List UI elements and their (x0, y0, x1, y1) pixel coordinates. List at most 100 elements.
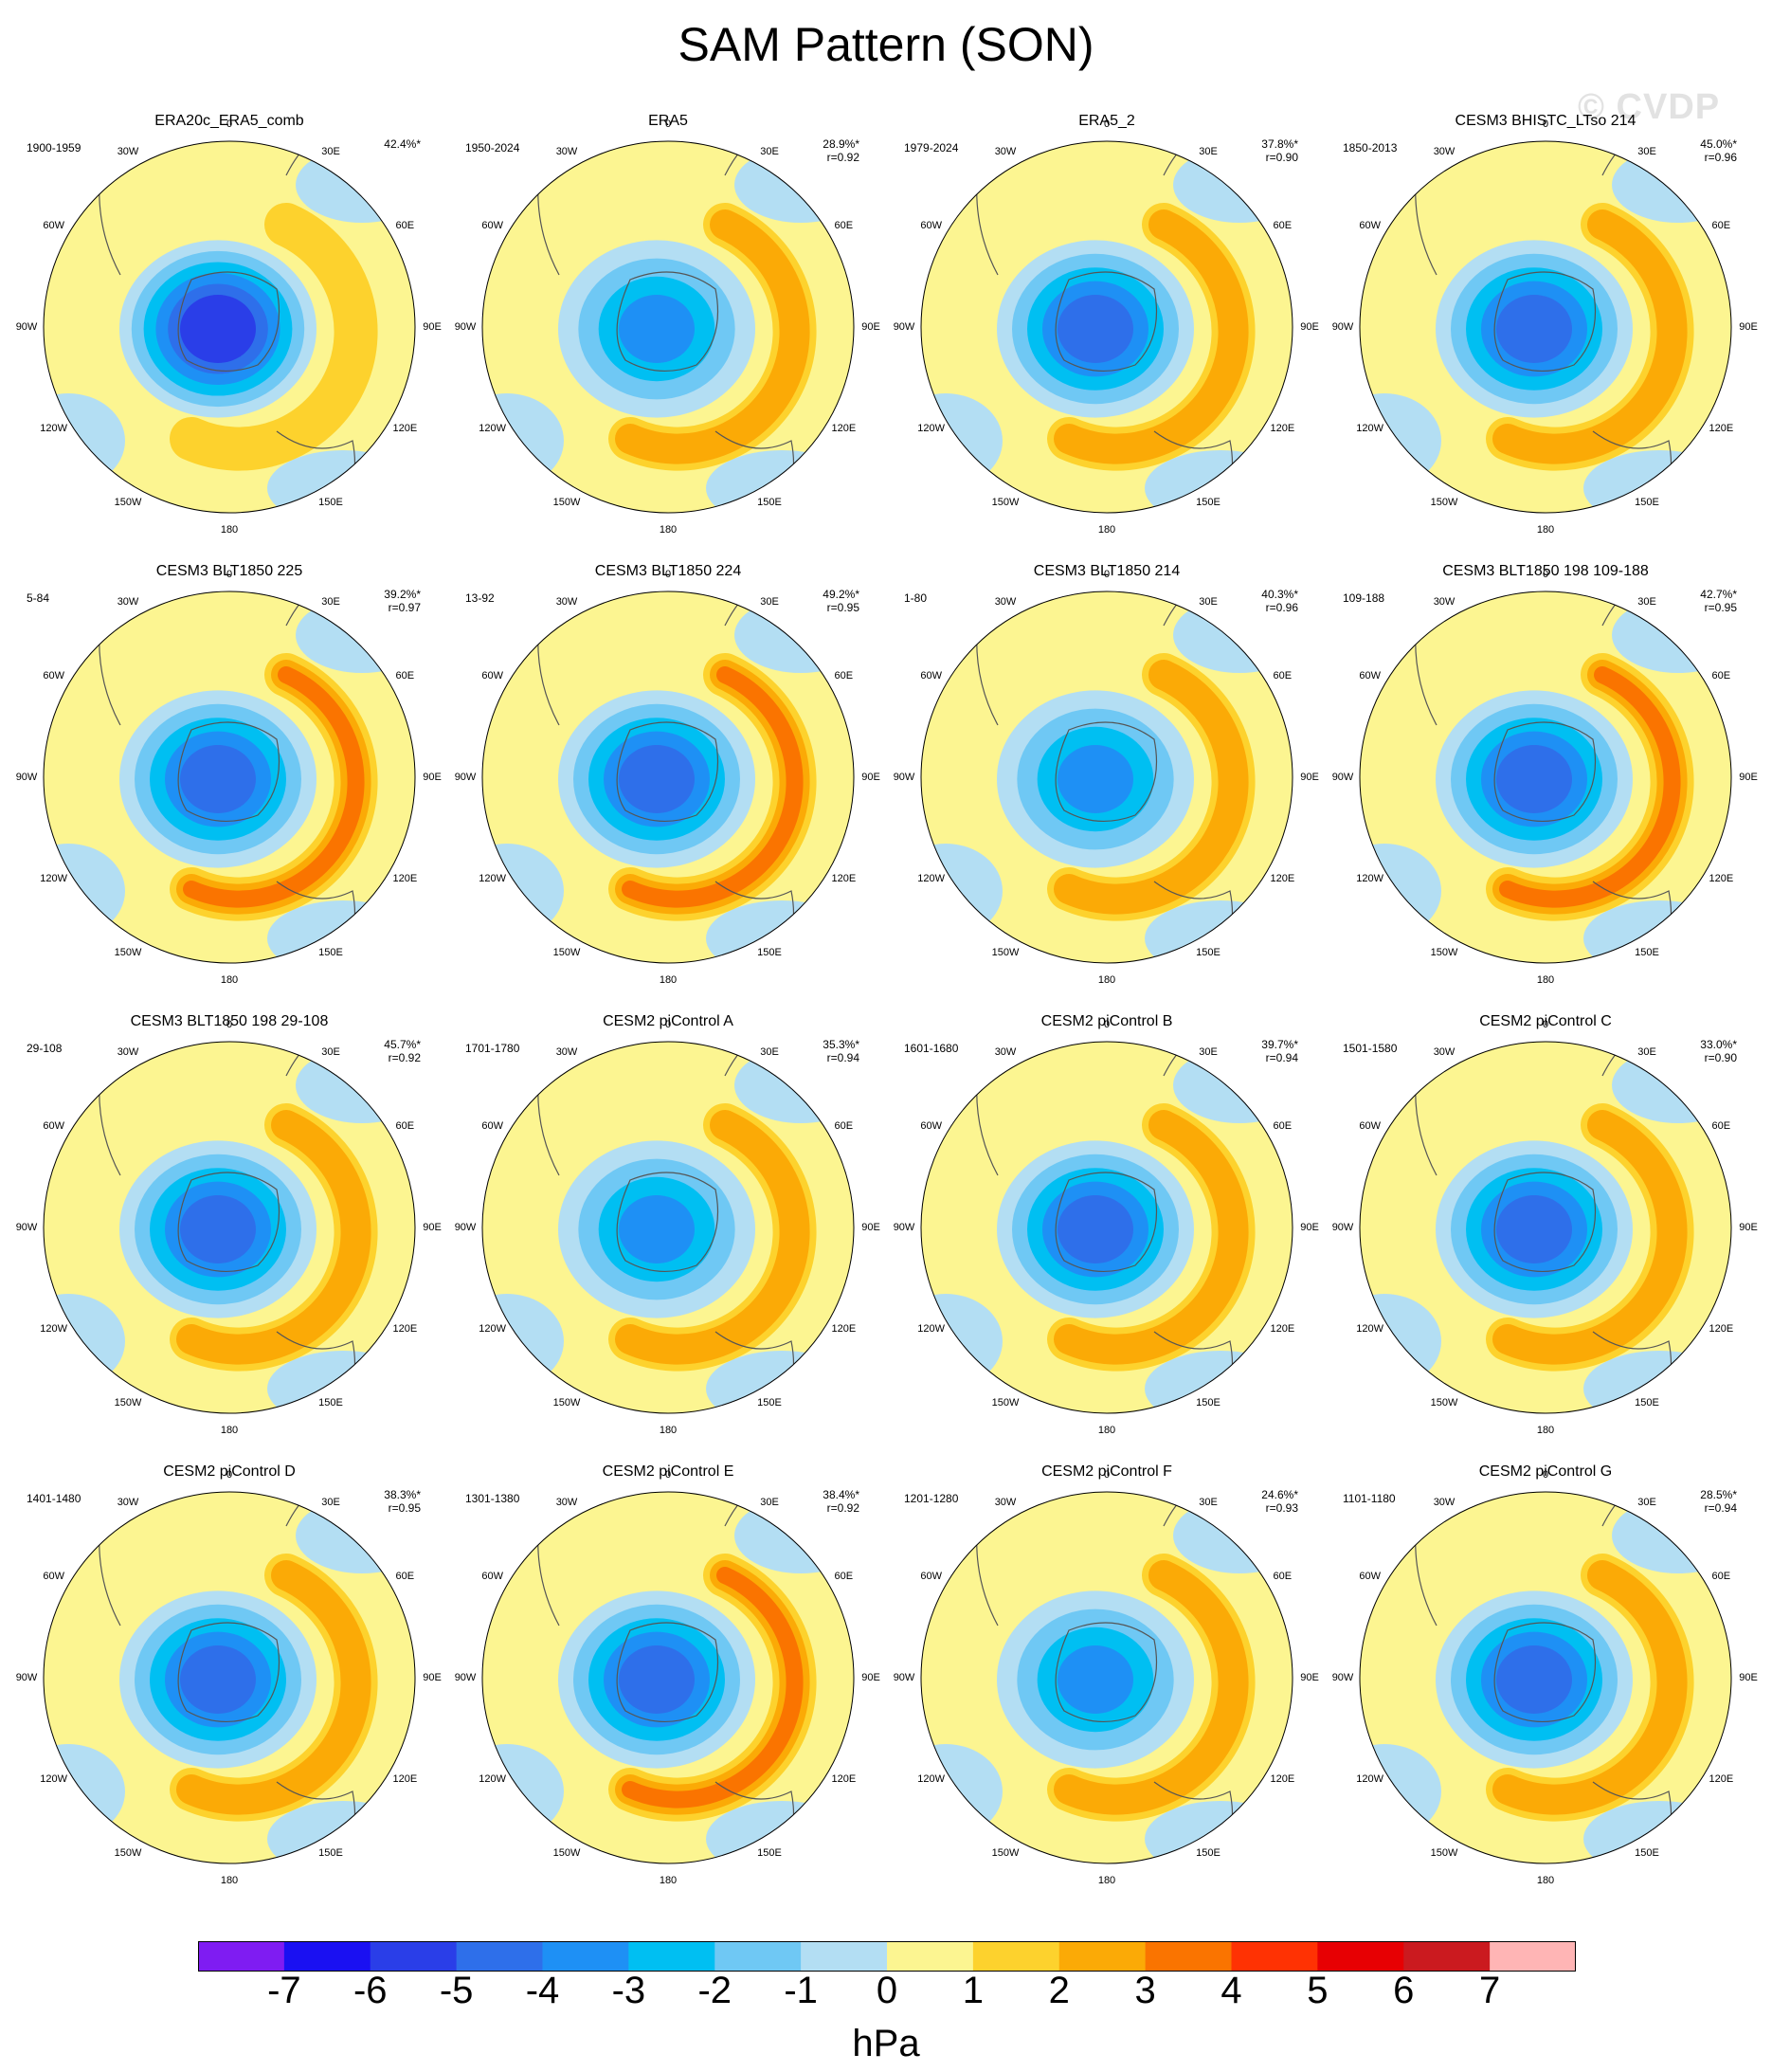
longitude-label: 30E (1637, 1045, 1656, 1058)
longitude-label: 30E (1199, 1045, 1218, 1058)
map-panel: CESM2 piControl D 1401-1480 38.3%* r=0.95 0 1… (11, 1460, 447, 1896)
longitude-label: 150E (318, 1397, 343, 1409)
pattern-correlation: r=0.95 (388, 1501, 421, 1515)
longitude-label: 30E (321, 1045, 340, 1058)
longitude-label: 60W (920, 1120, 942, 1132)
colorbar-swatch (887, 1941, 974, 1972)
longitude-label: 150E (1196, 947, 1221, 959)
longitude-label: 180 (220, 524, 239, 536)
longitude-label: 90W (1331, 1222, 1354, 1233)
longitude-label: 30E (760, 1045, 779, 1058)
longitude-label: 120E (1709, 423, 1734, 434)
longitude-label: 0 (1103, 1469, 1111, 1481)
panel-period: 13-92 (465, 591, 495, 605)
explained-variance: 28.5%* (1700, 1488, 1737, 1501)
contour-fill-neg-patch (1145, 900, 1293, 963)
colorbar-swatch (1490, 1941, 1576, 1972)
contour-fill-pos-2 (176, 1560, 371, 1815)
longitude-label: 30W (994, 1045, 1017, 1058)
longitude-label: 60W (481, 670, 503, 682)
coastline (1493, 721, 1596, 823)
longitude-label: 30W (1433, 1045, 1456, 1058)
panel-stats: 45.0%* r=0.96 (1700, 137, 1737, 164)
colorbar-units: hPa (852, 2023, 920, 2064)
polar-map (43, 140, 416, 514)
contour-fill-neg-patch (44, 393, 125, 488)
panel-title: CESM2 piControl G (1478, 1463, 1613, 1480)
contour-fill-neg-patch (1145, 450, 1293, 513)
panel-title: CESM2 piControl B (1040, 1013, 1173, 1029)
longitude-label: 90W (454, 321, 477, 333)
longitude-label: 90W (893, 321, 915, 333)
coastline (616, 1172, 719, 1273)
map-boundary (481, 1491, 855, 1864)
colorbar-tick-label: -4 (525, 1970, 560, 2011)
contour-fill-neg-patch (1360, 844, 1441, 938)
contour-fill-neg-patch (1360, 393, 1441, 488)
polar-map (920, 591, 1293, 964)
longitude-label: 30E (760, 595, 779, 608)
longitude-label: 90W (454, 1672, 477, 1683)
longitude-label: 0 (226, 118, 233, 130)
contour-fill-pos-3 (1499, 666, 1681, 908)
longitude-label: 90W (15, 772, 38, 783)
panel-title: CESM2 piControl F (1041, 1463, 1172, 1480)
contour-fill-neg-patch (44, 844, 125, 938)
panel-title: CESM3 BLT1850 225 (155, 563, 303, 579)
colorbar (198, 1941, 1576, 1972)
map-boundary (43, 1491, 416, 1864)
explained-variance: 49.2%* (823, 588, 859, 601)
panel-title: ERA20c_ERA5_comb (154, 113, 304, 129)
longitude-label: 180 (220, 1425, 239, 1436)
longitude-label: 30W (555, 145, 578, 157)
longitude-label: 150W (114, 1397, 142, 1409)
polar-map (1359, 591, 1732, 964)
longitude-label: 120W (40, 873, 68, 884)
panel-period: 1301-1380 (465, 1492, 520, 1505)
pattern-correlation: r=0.96 (1265, 601, 1298, 614)
longitude-label: 90E (423, 1672, 442, 1683)
colorbar-tick-label: -3 (611, 1970, 646, 2011)
panel-stats: 39.7%* r=0.94 (1261, 1038, 1298, 1064)
colorbar-swatch (801, 1941, 888, 1972)
pattern-correlation: r=0.92 (826, 151, 859, 164)
longitude-label: 60E (395, 220, 415, 231)
polar-map (1359, 1041, 1732, 1414)
explained-variance: 37.8%* (1261, 137, 1298, 151)
colorbar-swatch (972, 1941, 1060, 1972)
panel-stats: 28.5%* r=0.94 (1700, 1488, 1737, 1515)
contour-fill-neg-patch (1145, 1351, 1293, 1413)
contour-fill-pos-2 (1054, 1110, 1249, 1365)
coastline (177, 1172, 280, 1273)
contour-fill-neg-4 (1058, 745, 1133, 813)
panel-period: 1900-1959 (27, 141, 81, 154)
coastline (616, 271, 719, 373)
watermark-logo: © CVDP (1578, 87, 1721, 127)
longitude-label: 120E (392, 423, 418, 434)
explained-variance: 33.0%* (1700, 1038, 1737, 1051)
panel-stats: 38.4%* r=0.92 (823, 1488, 859, 1515)
colorbar-tick-label: 6 (1393, 1970, 1415, 2011)
map-panel: CESM3 BLT1850 198 29-108 29-108 45.7%* r=0.… (11, 1009, 447, 1445)
pattern-correlation: r=0.90 (1265, 151, 1298, 164)
panel-title: CESM3 BHISTC_LTso 214 (1455, 113, 1636, 129)
coastline (1055, 271, 1157, 373)
polar-map (1359, 140, 1732, 514)
longitude-label: 180 (1097, 974, 1116, 986)
panel-period: 1-80 (904, 591, 928, 605)
panel-period: 5-84 (27, 591, 50, 605)
longitude-label: 150W (1430, 1847, 1458, 1860)
pattern-correlation: r=0.96 (1704, 151, 1737, 164)
colorbar-swatch (283, 1941, 371, 1972)
longitude-label: 150E (1196, 497, 1221, 509)
longitude-label: 120E (1709, 873, 1734, 884)
panel-title: ERA5_2 (1078, 113, 1135, 129)
coastline (1493, 1172, 1596, 1273)
longitude-label: 150E (757, 1847, 782, 1860)
contour-fill-neg-patch (482, 1294, 564, 1389)
longitude-label: 60E (834, 1120, 854, 1132)
colorbar-tick-label: 7 (1479, 1970, 1501, 2011)
explained-variance: 42.4%* (384, 137, 421, 151)
longitude-label: 60E (1273, 220, 1293, 231)
contour-fill-neg-patch (706, 1801, 854, 1863)
